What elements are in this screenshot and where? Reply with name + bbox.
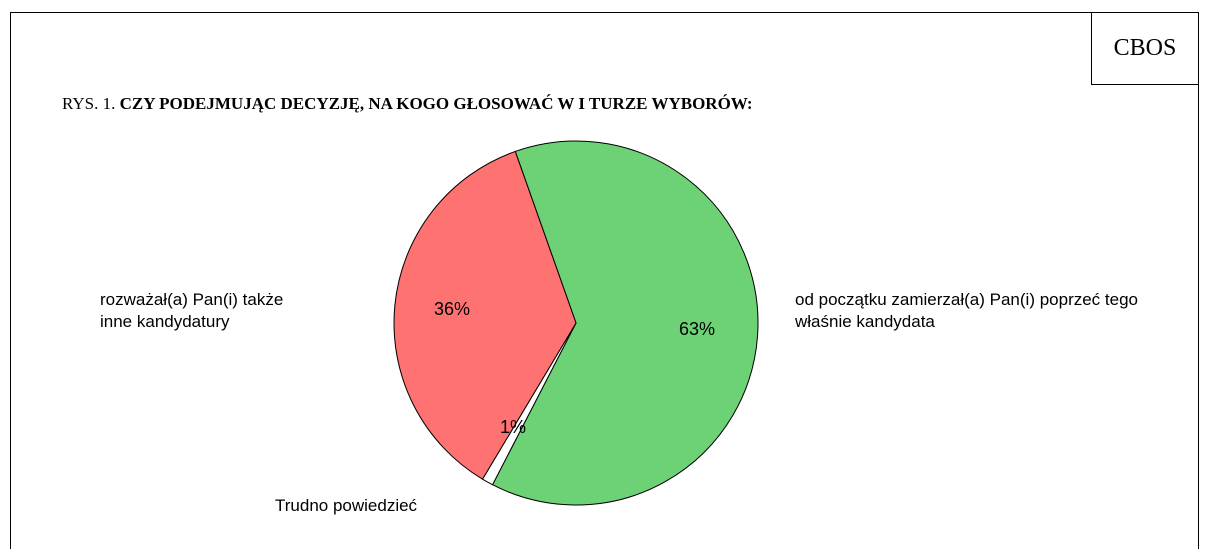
pie-slice [491, 140, 759, 506]
frame [10, 12, 1199, 549]
value-label: 63% [679, 319, 715, 339]
source: CBOS [1113, 35, 1177, 61]
chart-title: CZY PODEJMUJĄC DECYZJĘ, NA KOGO GŁOSOWAĆ… [119, 94, 753, 113]
category-label: rozważał(a) Pan(i) także inne kandydatur… [100, 290, 284, 331]
category-label: Trudno powiedzieć [275, 496, 418, 515]
value-label: 36% [434, 299, 470, 319]
pie-slice [393, 150, 577, 480]
source-box [1091, 12, 1199, 85]
category-label: od początku zamierzał(a) Pan(i) poprzeć … [795, 290, 1138, 331]
value-label: 1% [500, 417, 526, 437]
figure-label: RYS. 1. [62, 94, 116, 113]
title-line: RYS. 1. CZY PODEJMUJĄC DECYZJĘ, NA KOGO … [62, 94, 753, 114]
